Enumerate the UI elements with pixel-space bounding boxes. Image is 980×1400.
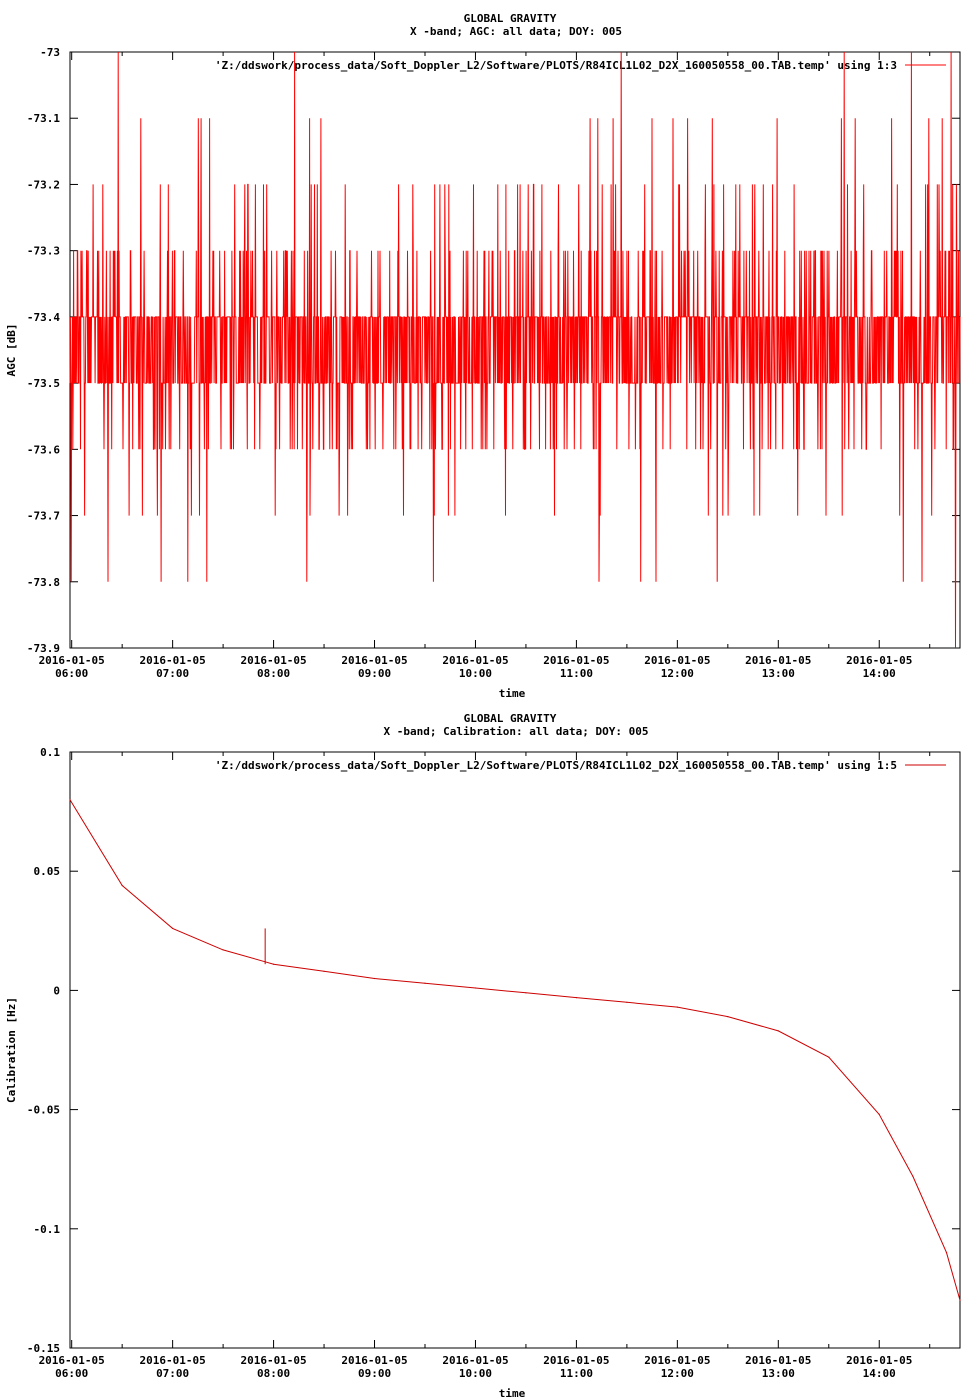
calibration-point xyxy=(945,1252,948,1254)
calibration-point xyxy=(273,963,275,965)
y-tick-label: -0.15 xyxy=(27,1342,60,1355)
calibration-point xyxy=(959,1299,961,1301)
y-tick-label: -73 xyxy=(40,46,60,59)
x-axis-label: time xyxy=(499,687,526,700)
y-tick-label: 0.05 xyxy=(34,865,61,878)
plot-frame xyxy=(69,751,961,1349)
y-tick-label: -73.4 xyxy=(27,311,60,324)
calibration-point xyxy=(676,1006,679,1008)
calibration-point xyxy=(727,1016,729,1018)
calibration-point xyxy=(777,1030,779,1032)
x-tick-date: 2016-01-05 xyxy=(442,1354,508,1367)
x-tick-date: 2016-01-05 xyxy=(341,1354,407,1367)
x-tick-time: 14:00 xyxy=(863,667,896,680)
calibration-point xyxy=(525,992,527,994)
chart-title: GLOBAL GRAVITY xyxy=(464,12,557,25)
x-tick-date: 2016-01-05 xyxy=(341,654,407,667)
x-tick-time: 11:00 xyxy=(560,667,593,680)
x-tick-time: 13:00 xyxy=(762,1367,795,1380)
calibration-point xyxy=(424,982,426,984)
calibration-point xyxy=(878,1113,880,1115)
x-tick-date: 2016-01-05 xyxy=(543,654,609,667)
x-tick-time: 10:00 xyxy=(459,1367,492,1380)
x-tick-time: 10:00 xyxy=(459,667,492,680)
legend-label: 'Z:/ddswork/process_data/Soft_Doppler_L2… xyxy=(215,59,897,72)
x-tick-time: 08:00 xyxy=(257,667,290,680)
x-tick-time: 06:00 xyxy=(55,1367,88,1380)
y-tick-label: -73.2 xyxy=(27,178,60,191)
y-tick-label: -73.6 xyxy=(27,443,60,456)
x-tick-date: 2016-01-05 xyxy=(240,654,306,667)
chart-title: GLOBAL GRAVITY xyxy=(464,712,557,725)
x-tick-date: 2016-01-05 xyxy=(745,1354,811,1367)
x-tick-date: 2016-01-05 xyxy=(39,1354,105,1367)
legend-label: 'Z:/ddswork/process_data/Soft_Doppler_L2… xyxy=(215,759,897,772)
y-tick-label: 0 xyxy=(53,984,60,997)
x-tick-time: 08:00 xyxy=(257,1367,290,1380)
x-tick-time: 09:00 xyxy=(358,667,391,680)
x-tick-date: 2016-01-05 xyxy=(745,654,811,667)
x-tick-date: 2016-01-05 xyxy=(140,654,206,667)
agc-series-line xyxy=(69,51,961,649)
y-tick-label: -73.5 xyxy=(27,377,60,390)
y-tick-label: -73.3 xyxy=(27,245,60,258)
y-tick-label: -0.1 xyxy=(34,1223,61,1236)
x-tick-time: 13:00 xyxy=(762,667,795,680)
calibration-point xyxy=(828,1056,830,1058)
y-tick-label: -73.8 xyxy=(27,576,60,589)
x-tick-time: 12:00 xyxy=(661,1367,694,1380)
y-tick-label: -73.1 xyxy=(27,112,60,125)
x-tick-date: 2016-01-05 xyxy=(39,654,105,667)
x-tick-time: 11:00 xyxy=(560,1367,593,1380)
y-axis-label: Calibration [Hz] xyxy=(5,997,18,1103)
x-tick-date: 2016-01-05 xyxy=(240,1354,306,1367)
x-tick-date: 2016-01-05 xyxy=(846,654,912,667)
calibration-point xyxy=(121,884,123,887)
calibration-point xyxy=(264,961,266,963)
x-tick-time: 12:00 xyxy=(661,667,694,680)
calibration-point xyxy=(222,949,224,951)
y-tick-label: -0.05 xyxy=(27,1104,60,1117)
x-tick-date: 2016-01-05 xyxy=(442,654,508,667)
x-tick-time: 06:00 xyxy=(55,667,88,680)
calibration-point xyxy=(323,970,325,972)
chart-subtitle: X -band; Calibration: all data; DOY: 005 xyxy=(384,725,649,738)
calibration-point xyxy=(626,1001,628,1003)
calibration-point xyxy=(575,997,578,999)
calibration-point xyxy=(172,927,174,930)
x-tick-time: 14:00 xyxy=(863,1367,896,1380)
calibration-point xyxy=(474,987,477,989)
chart-subtitle: X -band; AGC: all data; DOY: 005 xyxy=(410,25,622,38)
x-tick-date: 2016-01-05 xyxy=(140,1354,206,1367)
calibration-series-line xyxy=(69,799,961,1301)
y-tick-label: -73.9 xyxy=(27,642,60,655)
x-tick-date: 2016-01-05 xyxy=(846,1354,912,1367)
x-axis-label: time xyxy=(499,1387,526,1400)
y-tick-label: -73.7 xyxy=(27,510,60,523)
calibration-point xyxy=(373,977,376,980)
y-axis-label: AGC [dB] xyxy=(5,324,18,377)
x-tick-date: 2016-01-05 xyxy=(644,654,710,667)
x-tick-date: 2016-01-05 xyxy=(644,1354,710,1367)
x-tick-time: 07:00 xyxy=(156,667,189,680)
calibration-point xyxy=(69,799,71,801)
calibration-point xyxy=(912,1175,914,1177)
x-tick-time: 09:00 xyxy=(358,1367,391,1380)
x-tick-date: 2016-01-05 xyxy=(543,1354,609,1367)
x-tick-time: 07:00 xyxy=(156,1367,189,1380)
y-tick-label: 0.1 xyxy=(40,746,60,759)
